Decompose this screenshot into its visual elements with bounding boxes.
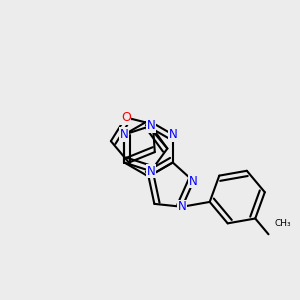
Text: O: O [121, 111, 130, 124]
Text: CH₃: CH₃ [274, 219, 291, 228]
Text: N: N [120, 128, 129, 141]
Text: N: N [146, 119, 155, 132]
Text: N: N [146, 165, 155, 178]
Text: N: N [189, 175, 198, 188]
Text: N: N [178, 200, 187, 213]
Text: N: N [168, 128, 177, 141]
